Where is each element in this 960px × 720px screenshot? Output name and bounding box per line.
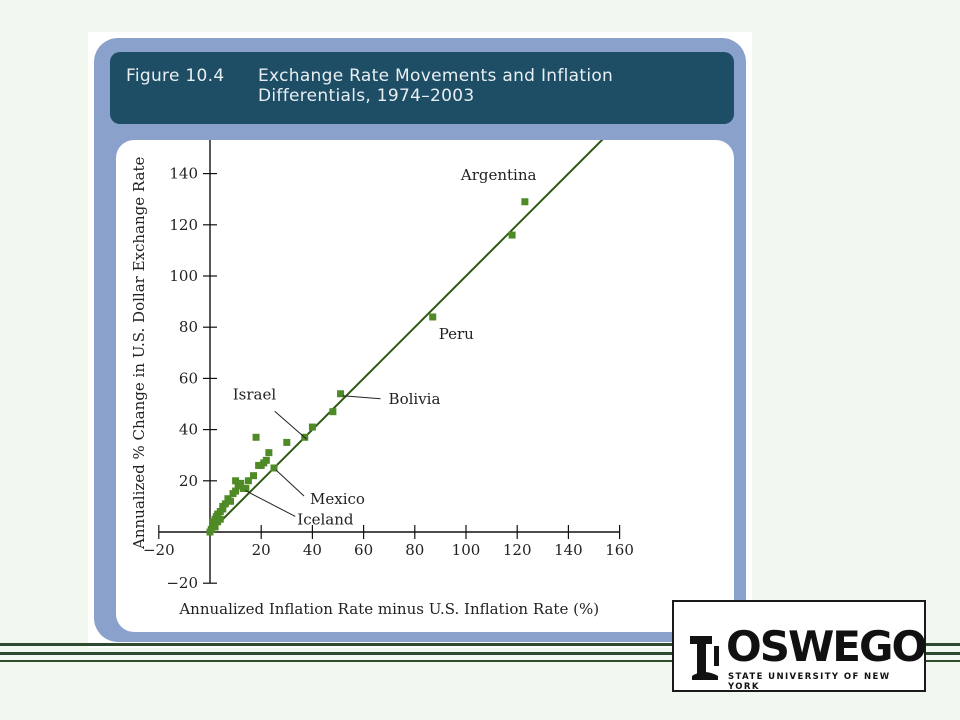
data-point <box>283 438 291 446</box>
data-point <box>252 433 260 441</box>
annotation-label: Israel <box>233 385 277 403</box>
data-point <box>232 477 240 485</box>
x-tick-label: 40 <box>303 541 322 559</box>
figure-title-bar: Figure 10.4 Exchange Rate Movements and … <box>110 52 734 124</box>
data-point <box>329 408 337 416</box>
data-point <box>337 390 345 398</box>
data-point <box>216 515 224 523</box>
annotation-leader <box>342 395 381 400</box>
logo-mark-icon <box>690 636 719 680</box>
data-point <box>508 231 516 239</box>
figure-number: Figure 10.4 <box>126 66 225 86</box>
annotation-label: Argentina <box>460 166 537 184</box>
y-tick-label: 40 <box>179 421 198 439</box>
x-tick-label: 80 <box>405 541 424 559</box>
data-point <box>262 456 270 464</box>
data-point <box>521 198 529 206</box>
x-tick-label: 60 <box>354 541 373 559</box>
x-tick-label: 140 <box>554 541 583 559</box>
data-point <box>308 423 316 431</box>
y-tick-label: 60 <box>179 369 198 387</box>
y-tick-label: −20 <box>166 574 198 592</box>
axes <box>158 140 620 584</box>
plot-panel: −20 20 40 60 80 100 120 140 160 −20 20 40 60 80 100 120… <box>116 140 734 632</box>
reference-line-group: 45° line <box>209 140 604 533</box>
x-tick-label: −20 <box>143 541 175 559</box>
data-point <box>242 484 250 492</box>
footer-rule <box>0 643 960 646</box>
annotation-leader <box>274 410 308 440</box>
scatter-chart: −20 20 40 60 80 100 120 140 160 −20 20 40 60 80 100 120… <box>130 140 634 618</box>
footer-rule <box>0 660 960 662</box>
oswego-logo: OSWEGO STATE UNIVERSITY OF NEW YORK <box>672 600 927 692</box>
logo-wordmark: OSWEGO <box>726 622 927 671</box>
y-axis-title: Annualized % Change in U.S. Dollar Excha… <box>130 156 148 550</box>
data-point <box>237 479 245 487</box>
data-point <box>270 464 278 472</box>
y-tick-label: 100 <box>169 267 198 285</box>
annotations: Argentina Peru Bolivia Israel Mexico Iceland <box>233 166 537 529</box>
x-axis-title: Annualized Inflation Rate minus U.S. Inf… <box>178 600 599 618</box>
axis-ticks: −20 20 40 60 80 100 120 140 160 −20 20 40 60 80 100 120… <box>143 165 634 593</box>
annotation-leader <box>275 469 305 497</box>
data-point <box>429 313 437 321</box>
y-tick-label: 20 <box>179 472 198 490</box>
data-point <box>232 487 240 495</box>
figure-title: Exchange Rate Movements and Inflation Di… <box>258 66 614 106</box>
data-point <box>265 449 273 457</box>
logo-subtitle: STATE UNIVERSITY OF NEW YORK <box>728 672 891 692</box>
reference-line-45 <box>209 140 604 533</box>
annotation-label: Peru <box>439 325 474 343</box>
annotation-label: Bolivia <box>389 390 441 408</box>
x-tick-label: 20 <box>252 541 271 559</box>
y-tick-label: 140 <box>169 165 198 183</box>
data-points <box>206 198 529 536</box>
x-tick-label: 160 <box>605 541 634 559</box>
y-tick-label: 80 <box>179 318 198 336</box>
annotation-leader <box>245 490 296 517</box>
footer-rule <box>0 652 960 655</box>
data-point <box>244 477 252 485</box>
data-point <box>211 523 219 531</box>
x-tick-label: 100 <box>452 541 481 559</box>
data-point <box>226 497 234 505</box>
data-point <box>250 472 258 480</box>
y-tick-label: 120 <box>169 216 198 234</box>
annotation-label: Mexico <box>310 490 365 508</box>
annotation-label: Iceland <box>297 510 354 528</box>
data-point <box>221 500 229 508</box>
x-tick-label: 120 <box>503 541 532 559</box>
